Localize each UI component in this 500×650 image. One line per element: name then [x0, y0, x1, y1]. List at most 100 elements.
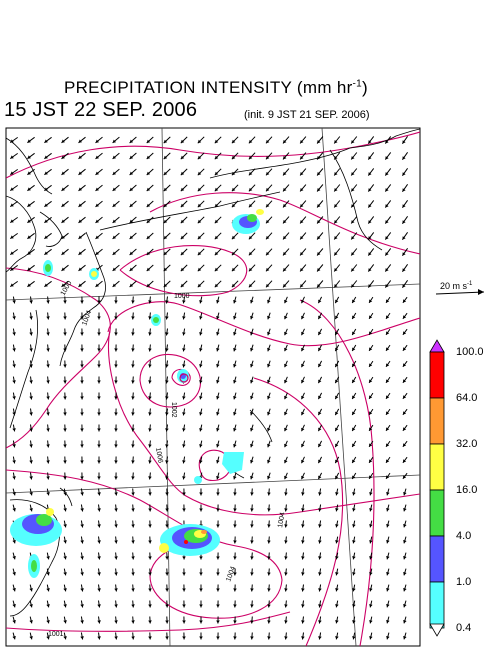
wind-arrow-head [182, 444, 186, 448]
wind-arrow-head [233, 380, 237, 384]
wind-arrow-head [318, 636, 322, 640]
wind-arrow-head [27, 267, 31, 271]
wind-arrow-head [97, 540, 101, 544]
wind-arrow-head [216, 348, 220, 352]
colorbar-under-triangle [429, 623, 445, 637]
wind-arrow-head [80, 300, 84, 304]
wind-arrow-head [284, 331, 288, 336]
wind-arrow-head [199, 572, 203, 576]
wind-arrow-head [284, 379, 288, 384]
colorbar-label: 100.0 [456, 346, 484, 358]
wind-arrow-head [165, 604, 169, 608]
wind-arrow-head [385, 220, 389, 224]
wind-arrow-head [351, 268, 355, 272]
wind-arrow-head [318, 395, 322, 400]
wind-arrow-head [267, 443, 271, 448]
wind-arrow-head [197, 219, 202, 224]
wind-arrow-head [403, 524, 407, 528]
wind-arrow-head [402, 347, 407, 351]
wind-arrow-head [266, 251, 270, 256]
wind-arrow-head [148, 524, 152, 528]
wind-arrow-head [351, 284, 355, 288]
wind-arrow-head [403, 556, 407, 560]
colorbar-bin [429, 397, 445, 445]
wind-arrow-head [233, 396, 237, 400]
wind-arrow-head [369, 588, 373, 592]
wind-arrow-head [12, 604, 16, 608]
wind-arrow-head [216, 460, 220, 464]
wind-arrow-head [284, 604, 288, 608]
wind-arrow-head [301, 379, 305, 384]
wind-arrow-head [97, 556, 101, 560]
wind-arrow-head [318, 331, 322, 336]
wind-arrow-head [352, 636, 356, 640]
wind-arrow-head [46, 604, 50, 608]
colorbar-bin [429, 581, 445, 629]
wind-arrow-head [148, 444, 152, 448]
wind-arrow-head [233, 572, 237, 576]
wind-arrow-head [78, 283, 82, 287]
wind-arrow-head [283, 155, 287, 160]
wind-arrow-head [148, 556, 152, 560]
wind-arrow-head [80, 428, 84, 432]
wind-arrow-head [61, 283, 65, 287]
wind-arrow-head [80, 540, 84, 544]
wind-arrow-head [197, 203, 202, 208]
wind-arrow-head [10, 155, 14, 159]
wind-arrow-head [318, 524, 322, 528]
wind-arrow-head [114, 508, 118, 512]
wind-arrow-head [146, 155, 151, 159]
wind-arrow-head [267, 475, 271, 480]
colorbar-label: 32.0 [456, 438, 478, 450]
wind-arrow-head [112, 155, 116, 159]
wind-arrow-head [182, 300, 186, 304]
wind-arrow-head [402, 268, 406, 272]
wind-arrow-head [27, 235, 31, 239]
wind-arrow-head [214, 235, 219, 240]
wind-arrow-head [267, 604, 271, 608]
wind-arrow-head [284, 508, 288, 512]
wind-arrow-head [403, 588, 407, 592]
wind-arrow-head [352, 331, 356, 335]
wind-arrow-head [351, 188, 355, 192]
wind-arrow-head [248, 139, 253, 144]
wind-arrow-head [97, 476, 101, 480]
wind-arrow-head [95, 139, 99, 143]
wind-arrow-head [403, 508, 407, 512]
wind-arrow-head [29, 636, 33, 640]
wind-arrow-head [112, 267, 116, 271]
wind-arrow-head [284, 620, 288, 624]
wind-arrow-head [114, 540, 118, 544]
wind-arrow-head [61, 267, 65, 271]
wind-arrow-head [250, 427, 254, 432]
wind-arrow-head [12, 620, 16, 624]
wind-arrow-head [318, 299, 322, 304]
wind-arrow-head [12, 444, 16, 448]
wind-arrow-head [131, 444, 135, 448]
wind-arrow-head [199, 588, 203, 592]
wind-arrow-head [182, 636, 186, 640]
wind-arrow-head [368, 220, 372, 224]
wind-arrow-head [146, 267, 151, 271]
wind-arrow-head [369, 347, 373, 351]
wind-arrow-head [131, 380, 135, 384]
wind-arrow-head [80, 508, 84, 512]
isobar-label: 1006 [154, 447, 164, 464]
wind-arrow-head [318, 508, 322, 512]
wind-arrow-head [334, 140, 338, 144]
wind-arrow-head [78, 251, 82, 255]
wind-arrow-head [334, 284, 338, 288]
wind-arrow-head [63, 540, 67, 544]
wind-arrow-head [250, 443, 254, 448]
wind-arrow-head [95, 235, 99, 239]
wind-arrow-head [46, 572, 50, 576]
wind-arrow-head [214, 155, 219, 160]
wind-arrow-head [402, 236, 406, 240]
wind-arrow-head [97, 604, 101, 608]
wind-arrow-head [165, 396, 169, 400]
colorbar-bin [429, 351, 445, 399]
wind-arrow-head [334, 156, 338, 160]
wind-arrow-head [197, 267, 202, 272]
wind-arrow-head [63, 508, 67, 512]
wind-arrow-head [163, 171, 168, 176]
